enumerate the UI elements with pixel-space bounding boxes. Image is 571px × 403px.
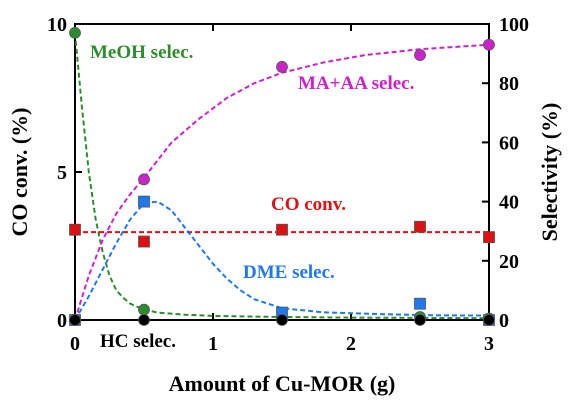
y-right-tick-label: 60 <box>499 132 519 154</box>
annotation-hc: HC selec. <box>100 331 176 352</box>
series-line-meoh-selec <box>74 32 490 320</box>
x-tick-label: 0 <box>70 333 80 355</box>
data-point-ma-aa-selec <box>276 61 288 73</box>
data-point-hc-selec <box>69 314 81 326</box>
y-right-tick-label: 40 <box>499 192 519 214</box>
y-right-tick-label: 20 <box>499 251 519 273</box>
markers-layer <box>69 26 495 326</box>
annotation-co-conv: CO conv. <box>271 194 346 215</box>
y-right-tick-label: 100 <box>499 14 529 36</box>
annotation-dme: DME selec. <box>243 262 335 283</box>
annotation-meoh: MeOH selec. <box>90 42 193 63</box>
x-tick-label: 2 <box>346 333 356 355</box>
y-left-tick-label: 5 <box>57 162 67 184</box>
data-point-co-conv <box>138 235 150 248</box>
data-point-co-conv <box>69 223 81 236</box>
data-point-dme-selec <box>138 195 150 208</box>
data-point-ma-aa-selec <box>138 173 150 186</box>
y-left-tick-label: 10 <box>47 14 67 36</box>
data-point-ma-aa-selec <box>414 49 426 61</box>
series-line-dme-selec <box>74 200 490 321</box>
data-point-hc-selec <box>414 314 426 326</box>
data-point-hc-selec <box>138 314 150 326</box>
data-point-co-conv <box>276 223 288 236</box>
annotation-ma-aa: MA+AA selec. <box>298 73 414 94</box>
data-point-ma-aa-selec <box>483 38 495 51</box>
x-axis-title: Amount of Cu-MOR (g) <box>169 371 396 396</box>
y-left-tick-label: 0 <box>57 310 67 332</box>
data-point-meoh-selec <box>69 26 81 39</box>
data-point-hc-selec <box>276 314 288 326</box>
x-tick-label: 3 <box>484 333 494 355</box>
y-right-tick-label: 0 <box>499 310 509 332</box>
data-point-meoh-selec <box>138 303 150 316</box>
data-point-hc-selec <box>483 314 495 326</box>
data-point-co-conv <box>414 220 426 233</box>
series-line-ma-aa-selec <box>74 43 490 321</box>
x-tick-label: 1 <box>208 333 218 355</box>
data-point-dme-selec <box>414 297 426 310</box>
y-right-axis-title: Selectivity (%) <box>537 103 562 242</box>
y-left-axis-title: CO conv. (%) <box>7 108 32 237</box>
data-point-co-conv <box>483 231 495 244</box>
y-right-tick-label: 80 <box>499 73 519 95</box>
